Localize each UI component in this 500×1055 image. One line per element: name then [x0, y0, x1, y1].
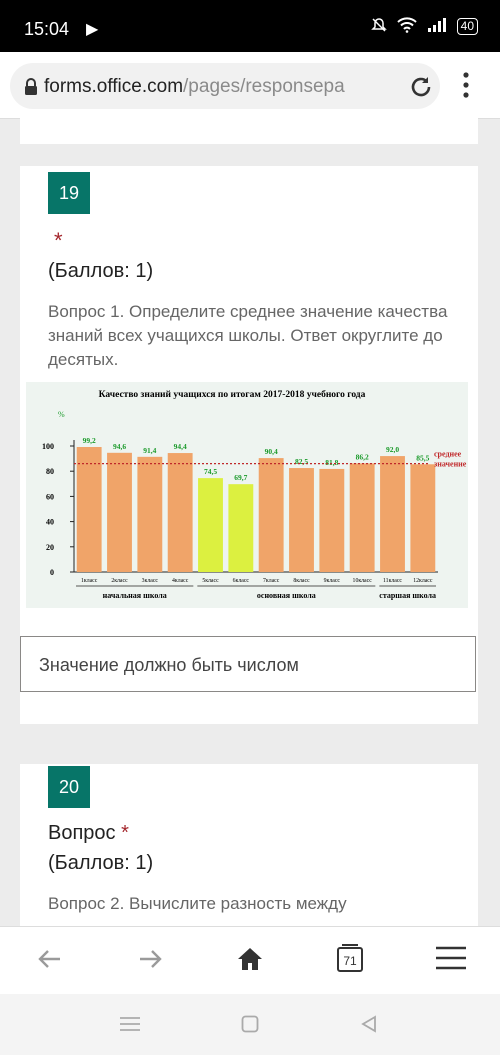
bar-7класс: [258, 458, 284, 572]
home-icon[interactable]: [236, 945, 264, 978]
question-card-19: 19 * (Баллов: 1) Вопрос 1. Определите ср…: [20, 166, 478, 724]
x-tick-label: 1класс: [81, 578, 98, 584]
address-bar[interactable]: forms.office.com/pages/responsepa: [10, 63, 440, 109]
battery-icon: 40: [456, 18, 478, 35]
group-label: начальная школа: [103, 591, 167, 600]
bar-2класс: [107, 452, 132, 572]
x-tick-label: 8класс: [293, 578, 310, 584]
x-tick-label: 5класс: [202, 578, 219, 584]
x-tick-label: 7класс: [263, 578, 280, 584]
required-mark: *: [54, 228, 63, 253]
form-page: 19 * (Баллов: 1) Вопрос 1. Определите ср…: [0, 118, 500, 926]
question-points: (Баллов: 1): [48, 852, 154, 874]
x-tick-label: 9класс: [324, 578, 341, 584]
question-description: Вопрос 2. Вычислите разность между: [48, 894, 347, 913]
signal-icon: [427, 17, 447, 36]
bar-1класс: [76, 447, 102, 572]
x-tick-label: 10класс: [353, 578, 373, 584]
bar-value-label: 69,7: [234, 473, 247, 482]
bar-value-label: 81,8: [325, 458, 338, 467]
question-number-badge: 19: [48, 172, 90, 214]
home-square-icon[interactable]: [241, 1015, 259, 1038]
bar-value-label: 99,2: [83, 436, 96, 445]
hamburger-menu-icon[interactable]: [436, 945, 466, 976]
group-label: основная школа: [257, 591, 316, 600]
browser-bottom-nav: 71: [0, 926, 500, 995]
bar-value-label: 86,2: [356, 452, 369, 461]
bar-value-label: 94,6: [113, 442, 126, 451]
answer-placeholder: Значение должно быть числом: [39, 655, 299, 675]
bar-5класс: [198, 478, 223, 572]
required-mark: *: [121, 822, 129, 844]
quality-chart: Качество знаний учащихся по итогам 2017-…: [26, 382, 468, 608]
y-tick-label: 40: [46, 518, 54, 527]
bar-11класс: [380, 456, 405, 572]
bar-value-label: 85,5: [416, 453, 429, 462]
y-tick-label: 60: [46, 492, 54, 501]
bar-9класс: [319, 468, 345, 572]
bar-value-label: 74,5: [204, 467, 217, 476]
tabs-icon[interactable]: 71: [336, 943, 364, 978]
y-axis-unit: %: [58, 410, 65, 419]
bar-4класс: [167, 453, 193, 572]
chart-title: Качество знаний учащихся по итогам 2017-…: [99, 389, 366, 400]
question-title: Вопрос *: [48, 822, 129, 844]
bar-value-label: 90,4: [265, 447, 278, 456]
reload-icon[interactable]: [408, 74, 434, 105]
x-tick-label: 4класс: [172, 578, 189, 584]
back-arrow-icon[interactable]: [36, 945, 64, 978]
x-tick-label: 11класс: [383, 578, 402, 584]
y-tick-label: 20: [46, 543, 54, 552]
bar-6класс: [228, 484, 254, 572]
average-label-line1: среднее: [434, 450, 462, 459]
status-bar: 15:04 ▶ 40: [0, 0, 500, 52]
lock-icon: [24, 78, 38, 101]
bar-12класс: [410, 464, 436, 572]
status-time: 15:04: [24, 19, 70, 39]
bar-value-label: 91,4: [143, 446, 156, 455]
x-tick-label: 3класс: [142, 578, 159, 584]
bar-value-label: 82,5: [295, 457, 308, 466]
question-card-20: 20 Вопрос * (Баллов: 1) Вопрос 2. Вычисл…: [20, 764, 478, 926]
recent-apps-icon[interactable]: [120, 1016, 140, 1037]
bar-10класс: [349, 463, 375, 572]
wifi-icon: [396, 17, 417, 36]
tab-count: 71: [343, 954, 357, 968]
bar-8класс: [289, 468, 314, 572]
question-number-badge: 20: [48, 766, 90, 808]
browser-toolbar: forms.office.com/pages/responsepa: [0, 52, 500, 119]
y-tick-label: 80: [46, 467, 54, 476]
answer-input-19[interactable]: Значение должно быть числом: [20, 636, 476, 692]
x-tick-label: 12класс: [413, 578, 433, 584]
back-triangle-icon[interactable]: [360, 1015, 378, 1038]
forward-arrow-icon[interactable]: [136, 945, 164, 978]
average-label-line2: значение: [434, 460, 467, 469]
question-points: (Баллов: 1): [48, 260, 154, 282]
x-tick-label: 6класс: [233, 578, 250, 584]
mute-icon: [370, 17, 387, 36]
group-label: старшая школа: [379, 591, 436, 600]
system-nav-bar: [0, 994, 500, 1055]
y-tick-label: 100: [42, 442, 54, 451]
bar-value-label: 92,0: [386, 445, 399, 454]
bar-3класс: [137, 456, 163, 572]
x-tick-label: 2класс: [111, 578, 128, 584]
url-text: forms.office.com/pages/responsepa: [44, 76, 345, 97]
y-tick-label: 0: [50, 568, 54, 577]
bar-value-label: 94,4: [174, 442, 187, 451]
question-description: Вопрос 1. Определите среднее значение ка…: [48, 302, 448, 369]
play-icon: ▶: [86, 21, 99, 38]
more-menu-icon[interactable]: [462, 72, 470, 103]
status-icons: 40: [370, 17, 478, 36]
previous-question-card: [20, 118, 478, 144]
